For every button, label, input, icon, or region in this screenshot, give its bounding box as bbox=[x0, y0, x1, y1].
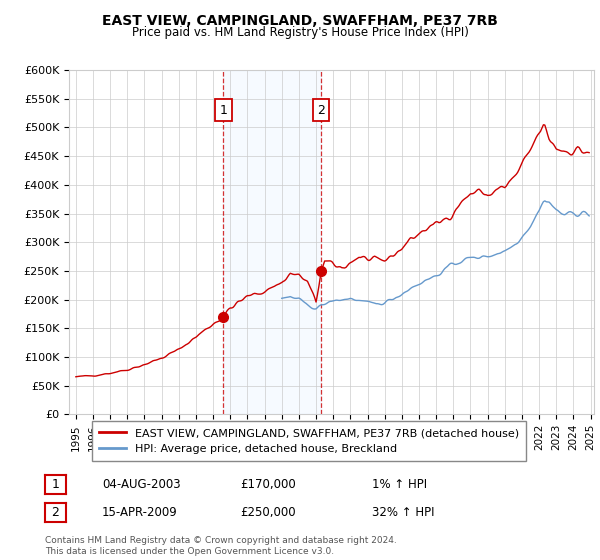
Text: £250,000: £250,000 bbox=[240, 506, 296, 519]
Text: 1% ↑ HPI: 1% ↑ HPI bbox=[372, 478, 427, 491]
Text: 04-AUG-2003: 04-AUG-2003 bbox=[102, 478, 181, 491]
Text: Contains HM Land Registry data © Crown copyright and database right 2024.
This d: Contains HM Land Registry data © Crown c… bbox=[45, 536, 397, 556]
Text: £170,000: £170,000 bbox=[240, 478, 296, 491]
Legend: EAST VIEW, CAMPINGLAND, SWAFFHAM, PE37 7RB (detached house), HPI: Average price,: EAST VIEW, CAMPINGLAND, SWAFFHAM, PE37 7… bbox=[92, 422, 526, 460]
Text: 32% ↑ HPI: 32% ↑ HPI bbox=[372, 506, 434, 519]
Text: Price paid vs. HM Land Registry's House Price Index (HPI): Price paid vs. HM Land Registry's House … bbox=[131, 26, 469, 39]
Text: 15-APR-2009: 15-APR-2009 bbox=[102, 506, 178, 519]
Text: 2: 2 bbox=[52, 506, 59, 519]
Text: 2: 2 bbox=[317, 104, 325, 116]
Bar bbox=[223, 70, 321, 414]
Text: 1: 1 bbox=[220, 104, 227, 116]
Text: 1: 1 bbox=[52, 478, 59, 491]
Text: EAST VIEW, CAMPINGLAND, SWAFFHAM, PE37 7RB: EAST VIEW, CAMPINGLAND, SWAFFHAM, PE37 7… bbox=[102, 14, 498, 28]
